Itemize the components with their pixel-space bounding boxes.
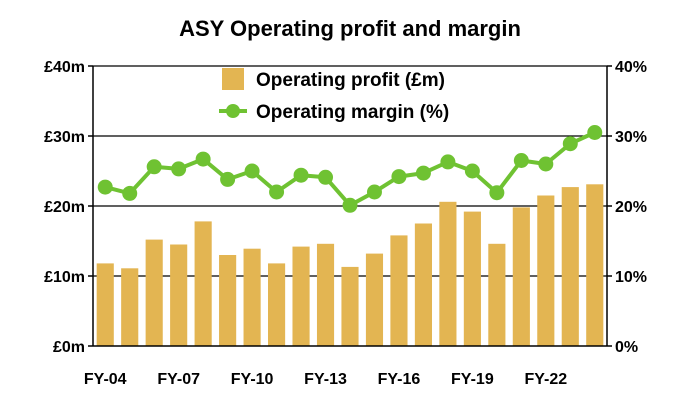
bar xyxy=(145,239,163,346)
x-tick-label: FY-13 xyxy=(304,371,347,388)
bar xyxy=(170,244,188,346)
line-point xyxy=(513,153,529,168)
bar xyxy=(316,243,335,346)
bar-series xyxy=(96,184,604,346)
y-left-tick-label: £0m xyxy=(53,339,85,356)
y-left-tick-label: £10m xyxy=(44,269,85,286)
y-left-tick-label: £40m xyxy=(44,59,85,76)
bar xyxy=(268,263,286,346)
bar xyxy=(121,268,139,346)
x-tick-label: FY-04 xyxy=(84,371,127,388)
legend-bar-swatch xyxy=(222,68,244,90)
line-point xyxy=(342,197,358,213)
bar xyxy=(537,195,555,346)
line-point xyxy=(244,163,260,179)
legend-line-marker xyxy=(226,104,240,118)
bar xyxy=(341,266,359,346)
bar xyxy=(96,263,114,346)
line-point xyxy=(220,171,236,187)
line-point xyxy=(146,159,162,175)
bar xyxy=(488,243,506,346)
bar xyxy=(586,184,604,346)
line-point xyxy=(489,185,505,201)
x-tick-label: FY-22 xyxy=(524,371,567,388)
chart-title: ASY Operating profit and margin xyxy=(179,16,521,41)
y-left-tick-label: £20m xyxy=(44,199,85,216)
bar xyxy=(365,253,384,346)
bar xyxy=(194,221,212,346)
legend: Operating profit (£m) Operating margin (… xyxy=(219,68,449,123)
y-right-tick-label: 20% xyxy=(615,199,647,216)
bar xyxy=(561,187,579,346)
axes: £0m 0% £10m 10% £20m 20% £30m 30% £40m 40% FY-04 FY… xyxy=(44,59,647,388)
y-left-tick-label: £30m xyxy=(44,129,85,146)
line-point xyxy=(293,167,309,183)
x-tick-label: FY-10 xyxy=(231,371,274,388)
bar xyxy=(512,207,530,346)
line-point xyxy=(195,151,211,167)
bar xyxy=(390,235,408,346)
line-point xyxy=(440,154,456,170)
x-tick-label: FY-07 xyxy=(157,371,200,388)
bar xyxy=(292,246,310,346)
line-point xyxy=(587,125,603,140)
line-point xyxy=(562,136,578,152)
line-point xyxy=(122,185,138,201)
line-point xyxy=(318,169,334,185)
bar xyxy=(463,211,481,346)
bar xyxy=(414,223,432,346)
line-point xyxy=(391,169,407,185)
line-point xyxy=(366,184,382,200)
line-point xyxy=(97,179,113,195)
x-tick-label: FY-19 xyxy=(451,371,494,388)
line-point xyxy=(171,161,187,177)
y-right-tick-label: 40% xyxy=(615,59,647,76)
line-point xyxy=(464,163,480,179)
bar xyxy=(243,248,261,346)
legend-line-label: Operating margin (%) xyxy=(256,102,449,123)
line-point xyxy=(415,165,431,181)
x-tick-label: FY-16 xyxy=(378,371,421,388)
bar xyxy=(219,255,237,346)
y-right-tick-label: 30% xyxy=(615,129,647,146)
line-series xyxy=(97,125,603,213)
y-right-tick-label: 10% xyxy=(615,269,647,286)
bar xyxy=(439,201,457,346)
line-point xyxy=(538,156,554,172)
line-point xyxy=(269,184,285,200)
y-right-tick-label: 0% xyxy=(615,339,638,356)
legend-bar-label: Operating profit (£m) xyxy=(256,70,445,91)
